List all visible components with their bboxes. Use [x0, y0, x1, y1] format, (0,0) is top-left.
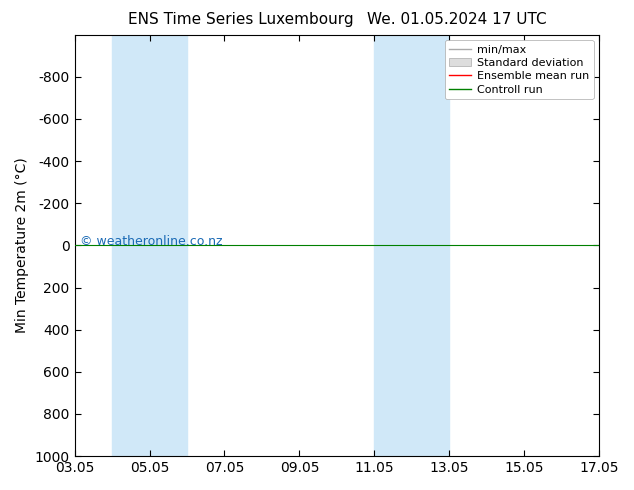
Bar — [374, 35, 450, 456]
Text: © weatheronline.co.nz: © weatheronline.co.nz — [80, 235, 223, 247]
Y-axis label: Min Temperature 2m (°C): Min Temperature 2m (°C) — [15, 157, 29, 333]
Legend: min/max, Standard deviation, Ensemble mean run, Controll run: min/max, Standard deviation, Ensemble me… — [445, 40, 593, 99]
Bar — [112, 35, 187, 456]
Text: We. 01.05.2024 17 UTC: We. 01.05.2024 17 UTC — [366, 12, 547, 27]
Text: ENS Time Series Luxembourg: ENS Time Series Luxembourg — [128, 12, 354, 27]
